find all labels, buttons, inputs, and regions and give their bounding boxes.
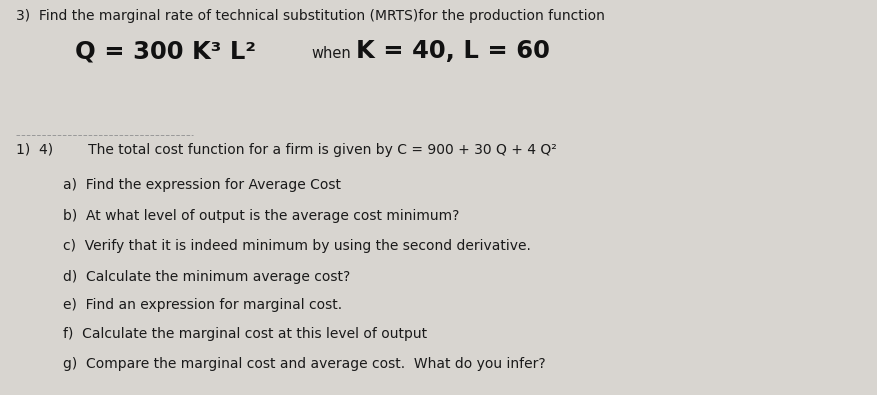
Text: c)  Verify that it is indeed minimum by using the second derivative.: c) Verify that it is indeed minimum by u… xyxy=(63,239,531,253)
Text: Q = 300 K³ L²: Q = 300 K³ L² xyxy=(75,40,255,64)
Text: f)  Calculate the marginal cost at this level of output: f) Calculate the marginal cost at this l… xyxy=(63,327,427,341)
Text: K = 40, L = 60: K = 40, L = 60 xyxy=(355,40,549,64)
Text: 1)  4)        The total cost function for a firm is given by C = 900 + 30 Q + 4 : 1) 4) The total cost function for a firm… xyxy=(16,143,556,157)
Text: b)  At what level of output is the average cost minimum?: b) At what level of output is the averag… xyxy=(63,209,459,223)
Text: d)  Calculate the minimum average cost?: d) Calculate the minimum average cost? xyxy=(63,269,350,284)
Text: a)  Find the expression for Average Cost: a) Find the expression for Average Cost xyxy=(63,178,341,192)
Text: g)  Compare the marginal cost and average cost.  What do you infer?: g) Compare the marginal cost and average… xyxy=(63,357,545,371)
Text: 3)  Find the marginal rate of technical substitution (MRTS)for the production fu: 3) Find the marginal rate of technical s… xyxy=(16,9,604,23)
Text: e)  Find an expression for marginal cost.: e) Find an expression for marginal cost. xyxy=(63,299,342,312)
Text: when: when xyxy=(311,46,351,61)
